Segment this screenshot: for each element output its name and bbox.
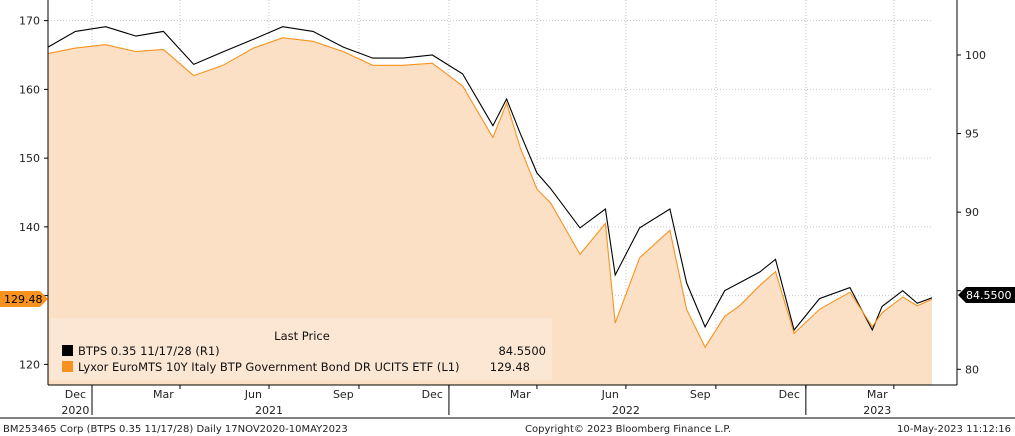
series-line-btps [47, 26, 933, 332]
last-value-flag-left: 129.48 [0, 291, 48, 307]
x-month-label-4: Dec [422, 388, 443, 401]
legend-box [50, 318, 552, 380]
legend-title: Last Price [274, 329, 330, 343]
x-month-label-7: Sep [690, 388, 711, 401]
x-year-label-2023: 2023 [863, 404, 891, 417]
left-tick-label-170: 170 [19, 15, 40, 28]
right-tick-label-95: 95 [965, 128, 979, 141]
legend-label-lyxor: Lyxor EuroMTS 10Y Italy BTP Government B… [78, 360, 460, 374]
right-tick-label-90: 90 [965, 206, 979, 219]
flag-left-value: 129.48 [4, 293, 43, 306]
footer: BM253465 Corp (BTPS 0.35 11/17/28) Daily… [3, 424, 1011, 435]
legend-value-btps: 84.5500 [498, 344, 546, 358]
x-month-label-2: Jun [244, 388, 262, 401]
x-month-label-1: Mar [153, 388, 174, 401]
x-year-label-2022: 2022 [612, 404, 640, 417]
legend-value-lyxor: 129.48 [490, 360, 530, 374]
x-month-label-5: Mar [510, 388, 531, 401]
x-month-label-8: Dec [779, 388, 800, 401]
footer-right: 10-May-2023 11:12:16 [897, 424, 1011, 435]
x-year-label-2020: 2020 [61, 404, 89, 417]
legend-swatch-btps [62, 345, 73, 356]
legend-label-btps: BTPS 0.35 11/17/28 (R1) [78, 344, 220, 358]
legend-swatch-lyxor [62, 361, 73, 372]
last-value-flag-right: 84.5500 [958, 287, 1015, 303]
left-tick-label-120: 120 [19, 358, 40, 371]
left-tick-label-140: 140 [19, 221, 40, 234]
area-fill [48, 37, 932, 386]
x-month-label-6: Jun [601, 388, 619, 401]
legend: Last Price BTPS 0.35 11/17/28 (R1) 84.55… [50, 318, 552, 380]
left-tick-label-150: 150 [19, 152, 40, 165]
footer-left: BM253465 Corp (BTPS 0.35 11/17/28) Daily… [3, 424, 348, 435]
x-year-label-2021: 2021 [255, 404, 283, 417]
left-tick-label-160: 160 [19, 83, 40, 96]
right-tick-label-100: 100 [965, 49, 986, 62]
area-lyxor [48, 37, 932, 386]
flag-left-shape [0, 291, 48, 307]
flag-right-shape [958, 287, 1015, 303]
x-month-label-0: Dec [65, 388, 86, 401]
x-month-label-9: Mar [867, 388, 888, 401]
footer-center: Copyright© 2023 Bloomberg Finance L.P. [525, 424, 731, 435]
axes: 120 140 150 160 170 80 90 95 100 Dec Mar Jun Sep Dec M… [0, 0, 1015, 419]
x-month-label-3: Sep [333, 388, 354, 401]
right-tick-label-80: 80 [965, 363, 979, 376]
flag-right-value: 84.5500 [966, 289, 1012, 302]
series-lines [47, 26, 933, 349]
series-line-lyxor [47, 37, 933, 349]
